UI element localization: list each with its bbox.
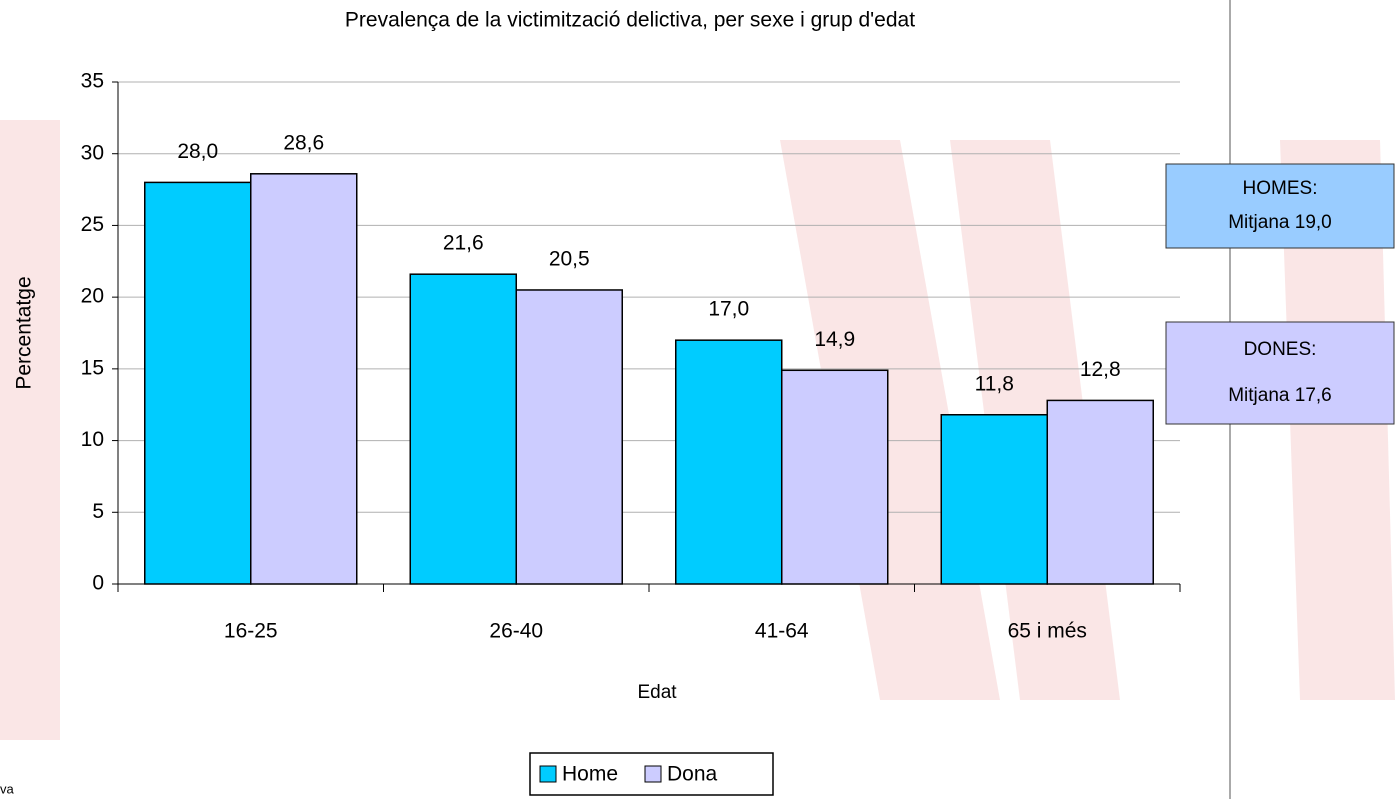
bar [781, 369, 889, 585]
annotation-text: Mitjana 19,0 [1228, 212, 1332, 233]
value-label: 12,8 [1080, 358, 1121, 381]
x-tick-label: 65 i més [1008, 620, 1087, 643]
annotation-box [1165, 163, 1395, 249]
annotation-text: HOMES: [1243, 178, 1318, 199]
bar [144, 181, 252, 585]
bar [675, 339, 783, 585]
y-tick-label: 35 [81, 70, 104, 93]
x-axis-label: Edat [637, 682, 677, 703]
x-tick-label: 41-64 [755, 620, 809, 643]
chart-title: Prevalença de la victimització delictiva… [345, 9, 915, 32]
value-label: 21,6 [443, 232, 484, 255]
bar [1046, 399, 1154, 585]
x-tick-label: 16-25 [224, 620, 278, 643]
footnote: va [0, 781, 15, 796]
x-tick-label: 26-40 [489, 620, 543, 643]
bar [515, 289, 623, 585]
bar [409, 273, 517, 585]
value-label: 28,0 [177, 140, 218, 163]
value-label: 20,5 [549, 248, 590, 271]
annotation-text: DONES: [1244, 339, 1317, 360]
legend-label: Dona [667, 763, 718, 786]
y-tick-label: 10 [81, 428, 104, 451]
bar [940, 414, 1048, 585]
value-label: 28,6 [283, 131, 324, 154]
y-tick-label: 0 [92, 572, 104, 595]
bar [250, 173, 358, 585]
y-tick-label: 25 [81, 213, 104, 236]
value-label: 17,0 [708, 298, 749, 321]
annotation-text: Mitjana 17,6 [1228, 385, 1332, 406]
legend-swatch [539, 765, 557, 783]
y-tick-label: 20 [81, 285, 104, 308]
legend-swatch [644, 765, 662, 783]
annotation-box [1165, 321, 1395, 425]
y-tick-label: 30 [81, 141, 104, 164]
y-axis-label: Percentatge [13, 276, 36, 389]
y-tick-label: 15 [81, 356, 104, 379]
y-tick-label: 5 [92, 500, 104, 523]
value-label: 14,9 [814, 328, 855, 351]
value-label: 11,8 [975, 372, 1014, 395]
legend-label: Home [562, 763, 618, 786]
